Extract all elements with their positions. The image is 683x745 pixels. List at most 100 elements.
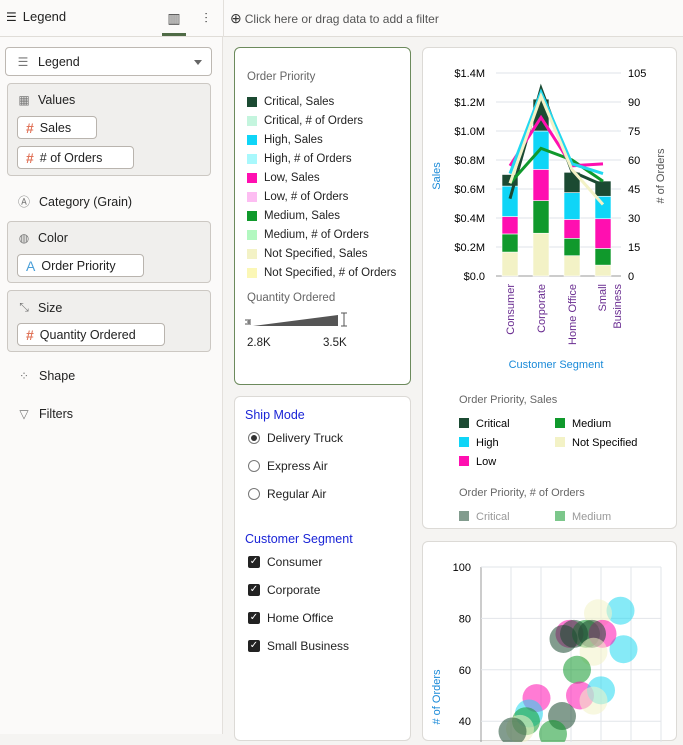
legend-title: Order Priority, # of Orders xyxy=(459,487,585,499)
y-tick-label: $1.4M xyxy=(454,68,485,80)
chevron-down-icon[interactable] xyxy=(194,60,202,65)
bar-segment[interactable] xyxy=(563,238,581,257)
active-tab-indicator xyxy=(162,33,186,36)
y2-axis-title: # of Orders xyxy=(655,148,667,204)
legend-label[interactable]: Low xyxy=(476,456,496,468)
bar-segment[interactable] xyxy=(594,218,612,249)
checkbox[interactable]: ✓ xyxy=(248,584,260,596)
pill-label: # of Orders xyxy=(39,150,103,165)
legend-swatch xyxy=(247,135,257,145)
category-section[interactable]: Ⓐ Category (Grain) xyxy=(17,193,132,210)
checkbox[interactable]: ✓ xyxy=(248,640,260,652)
bar-segment[interactable] xyxy=(532,232,550,277)
bar-segment[interactable] xyxy=(532,169,550,201)
top-bar: ☰ Legend ▥ ⫶ ⊕ Click here or drag data t… xyxy=(0,0,683,37)
checkbox-option[interactable]: ✓ Home Office xyxy=(248,611,333,625)
checkbox[interactable]: ✓ xyxy=(248,612,260,624)
legend-swatch xyxy=(247,154,257,164)
add-filter-icon[interactable]: ⊕ xyxy=(230,10,242,26)
checkbox-option[interactable]: ✓ Corporate xyxy=(248,583,320,597)
y-tick-label: 80 xyxy=(459,613,471,625)
legend-swatch xyxy=(459,437,469,447)
pill-orders[interactable]: # # of Orders xyxy=(17,146,134,169)
bar-segment[interactable] xyxy=(501,216,519,235)
bar-segment[interactable] xyxy=(532,200,550,234)
bubble[interactable] xyxy=(609,635,638,664)
legend-swatch xyxy=(247,192,257,202)
bar-line-chart[interactable]: $0.0 0 $0.2M 15 $0.4M 30 $0.6M 45 $0.8M 60 $1.0M 75… xyxy=(423,48,678,530)
bubble[interactable] xyxy=(579,637,608,666)
shapes-icon: ⁘ xyxy=(18,369,30,383)
bar-segment[interactable] xyxy=(501,233,519,253)
pill-order-priority[interactable]: A Order Priority xyxy=(17,254,144,277)
radio-button[interactable] xyxy=(248,488,260,500)
color-group[interactable]: ◍ Color A Order Priority xyxy=(7,221,211,283)
size-group[interactable]: ⤡ Size # Quantity Ordered xyxy=(7,290,211,352)
bar-segment[interactable] xyxy=(594,248,612,266)
checkbox-option[interactable]: ✓ Consumer xyxy=(248,555,322,569)
size-min: 2.8K xyxy=(247,337,271,349)
scatter-chart-card: 40 60 80 100 # of Orders xyxy=(422,541,678,745)
legend-label[interactable]: High xyxy=(476,437,499,449)
legend-label[interactable]: Medium xyxy=(572,418,611,430)
radio-option[interactable]: Delivery Truck xyxy=(248,431,343,445)
size-max: 3.5K xyxy=(323,337,347,349)
legend-item[interactable]: Low, # of Orders xyxy=(247,191,348,203)
measure-icon: # xyxy=(26,326,34,343)
y-tick-label: $0.0 xyxy=(464,271,485,283)
bar-segment[interactable] xyxy=(563,192,581,220)
series-line[interactable] xyxy=(508,92,605,206)
radio-button[interactable] xyxy=(248,432,260,444)
legend-swatch xyxy=(459,456,469,466)
bar-segment[interactable] xyxy=(594,264,612,277)
legend-label[interactable]: Critical xyxy=(476,511,510,523)
legend-label[interactable]: Not Specified xyxy=(572,437,637,449)
shape-section[interactable]: ⁘ Shape xyxy=(17,369,75,383)
bubble[interactable] xyxy=(579,686,608,715)
bar-segment[interactable] xyxy=(563,219,581,239)
values-group[interactable]: ▦ Values # Sales # # of Orders xyxy=(7,83,211,176)
legend-swatch xyxy=(247,97,257,107)
bar-segment[interactable] xyxy=(501,185,519,217)
text-box-icon: Ⓐ xyxy=(17,195,30,209)
bubble[interactable] xyxy=(606,596,635,625)
series-line[interactable] xyxy=(508,146,604,185)
grammar-tab-icon[interactable]: ▥ xyxy=(167,9,181,26)
radio-button[interactable] xyxy=(248,460,260,472)
legend-item[interactable]: Critical, # of Orders xyxy=(247,115,363,127)
bar-segment[interactable] xyxy=(563,255,581,277)
checkbox-option[interactable]: ✓ Small Business xyxy=(248,639,349,653)
section-dropdown[interactable]: ☰ Legend xyxy=(5,47,212,76)
filter-bar[interactable]: ⊕ Click here or drag data to add a filte… xyxy=(230,10,439,27)
radio-option[interactable]: Regular Air xyxy=(248,487,326,501)
attribute-icon: A xyxy=(26,257,36,274)
bubble[interactable] xyxy=(563,655,591,684)
panel-header: ☰ Legend xyxy=(6,9,66,24)
legend-swatch xyxy=(555,511,565,521)
legend-swatch xyxy=(247,268,257,278)
legend-item[interactable]: Critical, Sales xyxy=(247,96,334,108)
legend-item[interactable]: High, Sales xyxy=(247,134,323,146)
legend-item[interactable]: Not Specified, Sales xyxy=(247,248,368,260)
legend-label[interactable]: Critical xyxy=(476,418,510,430)
legend-item[interactable]: Medium, # of Orders xyxy=(247,229,369,241)
properties-tab-icon[interactable]: ⫶ xyxy=(204,9,208,26)
option-label: Home Office xyxy=(267,611,334,625)
legend-swatch xyxy=(247,230,257,240)
pill-sales[interactable]: # Sales xyxy=(17,116,97,139)
scatter-chart[interactable]: 40 60 80 100 # of Orders xyxy=(423,542,678,745)
pill-quantity-ordered[interactable]: # Quantity Ordered xyxy=(17,323,165,346)
bar-segment[interactable] xyxy=(501,251,519,277)
series-line[interactable] xyxy=(508,88,604,175)
legend-item[interactable]: Medium, Sales xyxy=(247,210,340,222)
size-wedge xyxy=(245,312,347,327)
legend-item[interactable]: High, # of Orders xyxy=(247,153,352,165)
legend-item[interactable]: Low, Sales xyxy=(247,172,320,184)
filters-section[interactable]: ▽ Filters xyxy=(17,407,73,421)
checkbox[interactable]: ✓ xyxy=(248,556,260,568)
y-tick-label: $0.6M xyxy=(454,184,485,196)
legend-label[interactable]: Medium xyxy=(572,511,611,523)
y-tick-label: $1.2M xyxy=(454,97,485,109)
radio-option[interactable]: Express Air xyxy=(248,459,328,473)
legend-item[interactable]: Not Specified, # of Orders xyxy=(247,267,396,279)
